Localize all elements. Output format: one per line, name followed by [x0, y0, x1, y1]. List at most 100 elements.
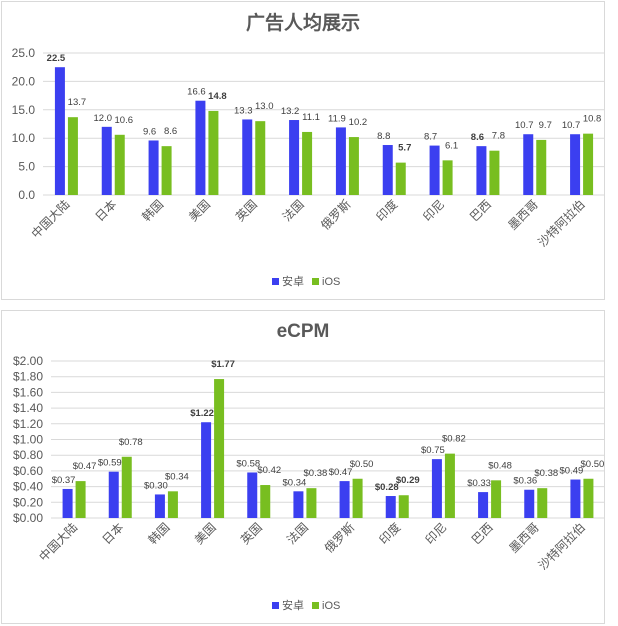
data-label: $0.50 — [581, 459, 604, 470]
y-tick-label: 20.0 — [12, 74, 36, 88]
bar-ios — [208, 110, 219, 195]
y-tick-label: $0.20 — [13, 495, 43, 509]
x-tick-label: 沙特阿拉伯 — [535, 197, 588, 250]
bar-ios — [583, 478, 594, 518]
data-label: $0.42 — [257, 465, 281, 476]
legend-label: 安卓 — [282, 274, 304, 288]
bar-ios — [348, 137, 359, 195]
y-tick-label: $1.20 — [13, 417, 43, 431]
data-label: 8.6 — [164, 126, 177, 137]
bar-android — [54, 67, 65, 195]
data-label: 8.7 — [424, 132, 437, 143]
data-label: $0.28 — [375, 482, 399, 493]
y-tick-label: $2.00 — [13, 354, 43, 368]
data-label: 8.8 — [377, 131, 390, 142]
x-tick-label: 印度 — [376, 520, 404, 548]
data-label: 10.6 — [115, 115, 134, 126]
data-label: $0.82 — [442, 434, 466, 445]
bar-android — [431, 459, 442, 518]
bar-ios — [260, 485, 271, 518]
data-label: 8.6 — [471, 132, 484, 143]
data-label: $0.38 — [304, 468, 328, 479]
bar-ios — [398, 495, 409, 518]
data-label: 13.0 — [255, 101, 274, 112]
x-tick-label: 墨西哥 — [506, 197, 541, 232]
legend-label: 安卓 — [282, 598, 304, 612]
bar-ios — [583, 133, 594, 195]
data-label: 10.7 — [562, 120, 581, 131]
data-label: $0.29 — [396, 475, 420, 486]
data-label: $0.50 — [350, 459, 374, 470]
y-tick-label: $1.60 — [13, 385, 43, 399]
impressions-chart: 广告人均展示 0.0 5.0 10.0 15.0 20.0 25.0 22.5 13.7 中国大陆… — [12, 11, 604, 288]
data-label: $0.78 — [119, 437, 143, 448]
data-label: 10.2 — [349, 117, 368, 128]
bar-android — [478, 492, 489, 518]
bar-android — [476, 146, 487, 195]
bar-android — [101, 126, 112, 195]
data-label: 6.1 — [445, 140, 458, 151]
y-tick-label: $0.40 — [13, 480, 43, 494]
bar-android — [247, 472, 258, 518]
data-label: 10.7 — [515, 120, 534, 131]
bar-ios — [67, 117, 78, 195]
bar-android — [195, 100, 206, 195]
y-tick-label: 5.0 — [18, 160, 35, 174]
legend-swatch — [312, 278, 319, 285]
bar-ios — [442, 160, 453, 195]
data-label: $0.75 — [421, 445, 445, 456]
bar-ios — [395, 162, 406, 195]
x-tick-label: 印尼 — [420, 197, 447, 224]
bar-android — [385, 496, 396, 518]
bar-ios — [306, 488, 317, 518]
bar-ios — [444, 453, 455, 518]
y-tick-label: 15.0 — [12, 103, 36, 117]
data-label: $0.33 — [467, 478, 491, 489]
legend-label: iOS — [322, 276, 340, 288]
ecpm-chart: eCPM $0.00 $0.20$0.40 $0.60 $0.80$1.00 $1.20 $… — [13, 321, 604, 612]
x-tick-label: 法国 — [280, 197, 307, 224]
bar-android — [570, 134, 581, 195]
x-tick-label: 巴西 — [469, 520, 496, 547]
data-label: 9.6 — [143, 126, 156, 137]
bar-ios — [114, 134, 125, 195]
bar-android — [148, 140, 159, 195]
data-label: $0.36 — [513, 476, 537, 487]
y-tick-label: $1.40 — [13, 401, 43, 415]
x-tick-label: 韩国 — [145, 520, 173, 548]
chart-title: 广告人均展示 — [246, 11, 360, 34]
data-label: 10.8 — [583, 114, 602, 125]
data-label: $1.22 — [190, 408, 214, 419]
y-tick-label: $0.00 — [13, 511, 43, 525]
data-label: $1.77 — [211, 359, 235, 370]
bar-android — [108, 471, 119, 518]
bar-android — [289, 120, 300, 195]
impressions-chart-panel: 广告人均展示 0.0 5.0 10.0 15.0 20.0 25.0 22.5 13.7 中国大陆… — [1, 1, 605, 300]
x-tick-label: 中国大陆 — [36, 520, 81, 565]
data-label: $0.37 — [52, 475, 76, 486]
x-tick-label: 英国 — [233, 197, 260, 224]
x-tick-label: 日本 — [92, 197, 119, 224]
bar-ios — [302, 131, 313, 195]
bar-ios — [214, 379, 225, 518]
data-label: $0.47 — [329, 467, 353, 478]
bar-ios — [537, 488, 548, 518]
x-tick-label: 法国 — [284, 520, 311, 547]
x-tick-label: 墨西哥 — [507, 520, 542, 555]
data-label: $0.58 — [236, 458, 260, 469]
x-tick-label: 印度 — [373, 197, 401, 225]
ecpm-chart-panel: eCPM $0.00 $0.20 $0.40 $0.60 $0.80 $1.00 $1.20 $… — [1, 310, 605, 624]
bar-ios — [161, 146, 172, 195]
bar-ios — [167, 491, 178, 518]
y-tick-label: $1.00 — [13, 433, 43, 447]
y-tick-label: 10.0 — [12, 131, 36, 145]
data-label: $0.49 — [560, 466, 584, 477]
data-label: 5.7 — [398, 143, 411, 154]
chart-title: eCPM — [277, 321, 330, 342]
bar-android — [524, 489, 535, 518]
data-label: 12.0 — [94, 113, 113, 124]
data-label: 13.2 — [281, 106, 300, 117]
y-tick-label: $0.80 — [13, 448, 43, 462]
bar-android — [570, 479, 581, 518]
bar-android — [523, 134, 534, 195]
